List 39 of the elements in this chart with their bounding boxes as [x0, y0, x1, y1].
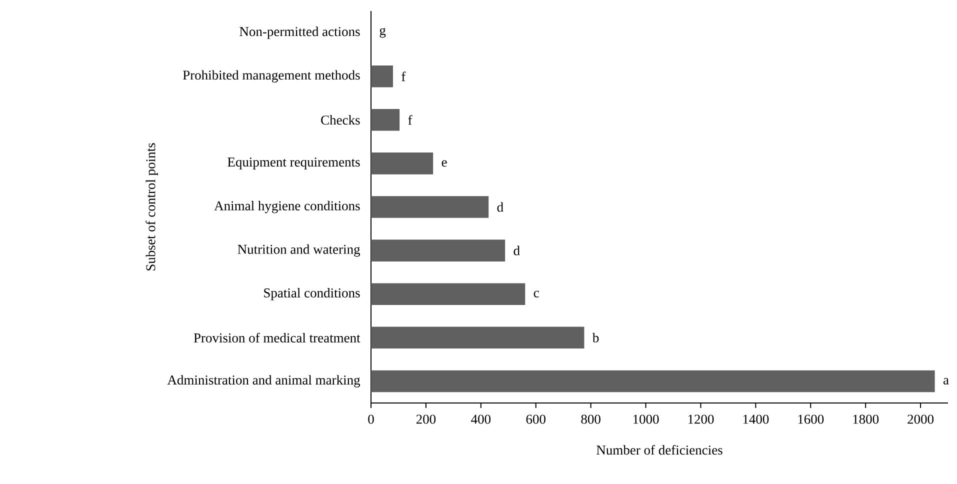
y-tick-label: Equipment requirements [228, 158, 360, 170]
y-tick-label: Checks [321, 115, 360, 125]
x-tick-label: 1000 [633, 414, 659, 424]
data-label: b [592, 332, 599, 342]
bar [371, 196, 489, 218]
y-axis-title: Subset of control points [146, 143, 158, 270]
y-tick-label: Non-permitted actions [240, 26, 360, 39]
data-label: e [442, 160, 447, 167]
x-tick-label: 600 [526, 414, 546, 424]
bar [371, 240, 506, 262]
x-tick-label: 1400 [743, 414, 769, 424]
bar [371, 152, 434, 174]
y-tick-label: Prohibited management methods [182, 70, 360, 82]
x-tick-label: 200 [416, 414, 436, 424]
data-label: f [408, 115, 412, 125]
data-label: d [514, 246, 520, 256]
y-tick-label: Provision of medical treatment [194, 332, 360, 342]
x-axis-title: Number of deficiencies [596, 445, 722, 455]
data-label: c [534, 290, 539, 298]
x-tick-label: 800 [581, 414, 600, 424]
y-tick-label: Spatial conditions [264, 288, 360, 300]
bar [371, 370, 935, 392]
x-tick-label: 400 [471, 414, 491, 424]
bar [371, 65, 393, 88]
data-label: f [402, 72, 406, 82]
bar [371, 326, 584, 349]
bar [371, 283, 526, 305]
y-tick-label: Animal hygiene conditions [214, 200, 360, 214]
data-label: a [943, 378, 949, 384]
y-tick-label: Nutrition and watering [238, 244, 360, 257]
x-tick-label: 1800 [853, 414, 879, 424]
x-tick-label: 0 [368, 414, 374, 424]
bar [371, 109, 400, 131]
x-tick-label: 1600 [798, 414, 824, 424]
y-tick-label: Administration and animal marking [167, 375, 360, 388]
data-label: d [497, 202, 504, 212]
x-tick-label: 1200 [688, 414, 714, 424]
x-tick-label: 2000 [908, 414, 934, 424]
data-label: g [380, 28, 386, 38]
